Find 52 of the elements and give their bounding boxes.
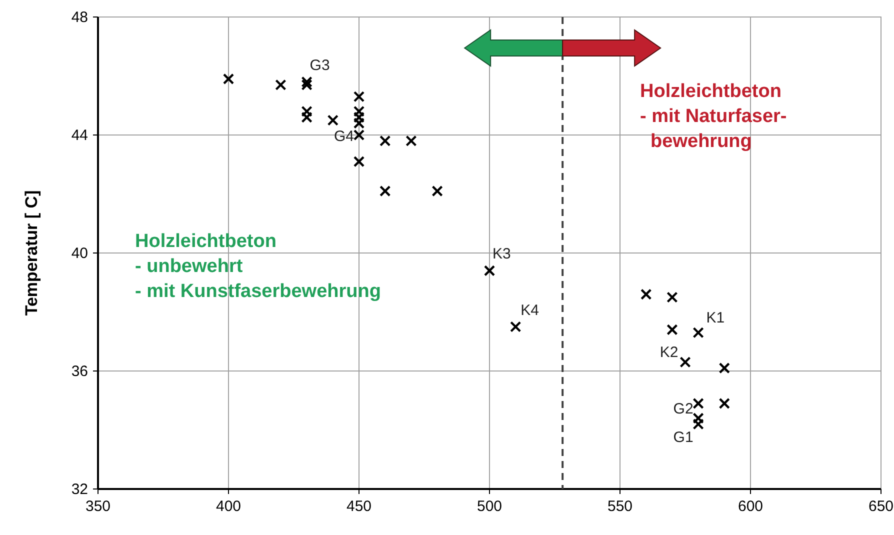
- annotation: G2: [673, 400, 694, 418]
- annotation: Holzleichtbeton - mit Naturfaser- bewehrung: [640, 81, 787, 152]
- x-tick-label: 600: [738, 498, 764, 515]
- point: [692, 418, 704, 430]
- point: [301, 106, 312, 117]
- point: [353, 112, 365, 123]
- point: [484, 265, 496, 276]
- point: [640, 288, 652, 300]
- x-tick-label: 400: [216, 498, 242, 515]
- y-tick-label: 40: [71, 245, 88, 262]
- point: [301, 76, 312, 88]
- point: [680, 356, 691, 368]
- x-tick-label: 500: [476, 498, 502, 515]
- annotation: K4: [520, 302, 539, 319]
- x-tick-label: 650: [868, 498, 894, 515]
- y-tick-label: 44: [71, 127, 88, 144]
- x-tick-label: 550: [607, 498, 633, 515]
- point: [510, 321, 522, 332]
- point: [380, 135, 391, 146]
- point: [275, 79, 286, 90]
- annotation: K3: [492, 246, 511, 263]
- point: [301, 112, 312, 123]
- annotation: Holzleichtbeton - unbewehrt - mit Kunstfaserbewehrung: [135, 231, 381, 302]
- point: [353, 106, 365, 117]
- point: [718, 398, 730, 410]
- point: [692, 398, 704, 410]
- point: [353, 118, 365, 129]
- y-tick-label: 32: [71, 481, 88, 498]
- y-axis-title: Temperatur [ C]: [22, 190, 41, 316]
- point: [353, 129, 365, 141]
- annotation: G3: [310, 56, 330, 74]
- x-tick-label: 450: [346, 498, 372, 515]
- point: [353, 91, 365, 102]
- point: [380, 185, 391, 197]
- annotation: K1: [706, 310, 725, 327]
- point: [666, 292, 678, 303]
- point: [353, 156, 365, 168]
- x-tick-label: 350: [85, 498, 111, 515]
- annotation: G4: [334, 128, 354, 145]
- point: [432, 185, 443, 197]
- point: [692, 327, 704, 338]
- annotation: G1: [673, 429, 694, 446]
- y-tick-label: 36: [71, 363, 88, 380]
- point: [718, 362, 730, 374]
- point: [692, 412, 704, 424]
- y-tick-label: 48: [71, 9, 88, 26]
- point: [301, 79, 312, 90]
- point: [222, 73, 234, 85]
- point: [327, 114, 338, 126]
- annotation: K2: [660, 344, 678, 362]
- point: [666, 324, 678, 336]
- point: [406, 135, 417, 146]
